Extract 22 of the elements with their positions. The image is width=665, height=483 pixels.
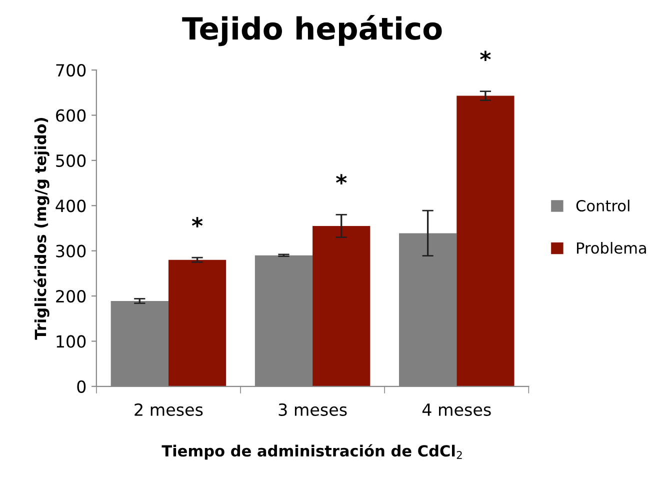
- y-tick-label: 400: [56, 200, 86, 212]
- y-tick-label: 500: [56, 154, 86, 167]
- y-tick-label: 300: [56, 244, 86, 258]
- y-tick-label: 200: [56, 290, 86, 303]
- bar: [456, 96, 514, 386]
- annotation: *: [336, 174, 347, 184]
- legend-label: Problema: [577, 242, 646, 254]
- y-tick-label: 100: [56, 335, 86, 348]
- y-tick-label: 600: [56, 109, 86, 122]
- chart-title: Tejido hepático: [182, 15, 442, 46]
- x-tick-label: 2 meses: [134, 403, 203, 416]
- y-tick-label: 0: [77, 380, 86, 393]
- legend-label: Control: [576, 200, 630, 212]
- y-axis-title: Triglicéridos (mg/g tejido): [34, 118, 50, 340]
- annotation: *: [192, 217, 203, 228]
- y-tick-label: 700: [56, 64, 86, 77]
- bar: [168, 260, 226, 386]
- x-axis-title: Tiempo de administración de CdCl$_{2}$: [162, 444, 462, 460]
- bar: [312, 226, 370, 386]
- x-tick-label: 3 meses: [278, 403, 347, 416]
- x-tick-label: 4 meses: [422, 404, 491, 416]
- text: *: [480, 50, 491, 62]
